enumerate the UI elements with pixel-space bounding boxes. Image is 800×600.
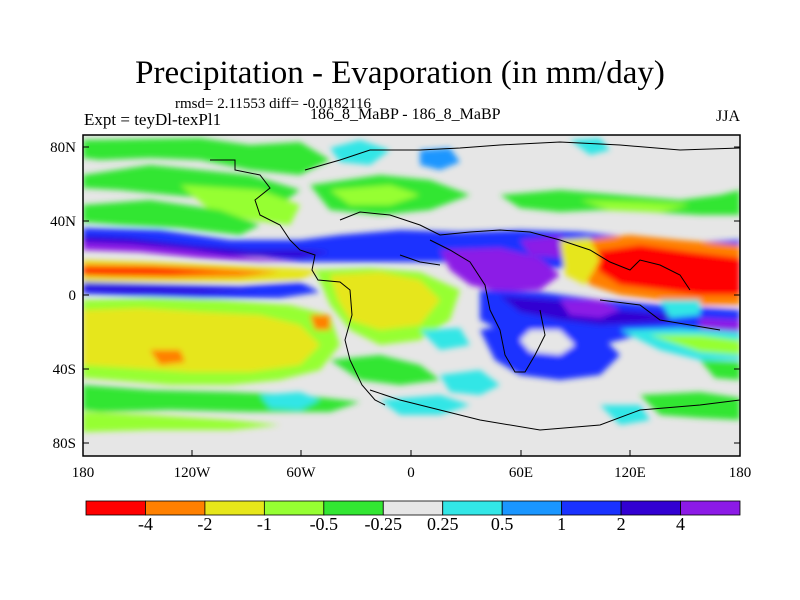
colorbar-label: -0.25 xyxy=(364,514,403,534)
lat-label: 80N xyxy=(50,140,76,156)
colorbar-label: -2 xyxy=(197,514,213,534)
colorbar-swatch xyxy=(680,500,741,516)
filled-contours xyxy=(83,135,740,456)
lon-label: 120W xyxy=(174,465,212,481)
colorbar-label: -4 xyxy=(137,514,153,534)
colorbar-label: -0.5 xyxy=(309,514,339,534)
lat-label: 0 xyxy=(69,288,77,304)
colorbar-swatch xyxy=(263,500,325,516)
colorbar-swatch xyxy=(382,500,444,516)
lat-label: 80S xyxy=(53,436,76,452)
colorbar-swatch xyxy=(145,500,206,516)
colorbar-swatch xyxy=(323,500,384,516)
colorbar-label: 4 xyxy=(676,514,686,534)
colorbar-swatch xyxy=(442,500,503,516)
experiment-label: Expt = teyDl-texPl1 xyxy=(84,110,222,129)
colorbar-label: 0.5 xyxy=(490,514,514,534)
colorbar-label: 2 xyxy=(616,514,626,534)
colorbar-label: -1 xyxy=(256,514,272,534)
lat-label: 40S xyxy=(53,362,76,378)
contour-arctic-green xyxy=(83,138,330,175)
lon-labels: 180 120W 60W 0 60E 120E 180 xyxy=(72,465,752,481)
lon-label: 60W xyxy=(286,465,316,481)
lat-label: 40N xyxy=(50,214,76,230)
lon-label: 120E xyxy=(614,465,646,481)
colorbar-swatch xyxy=(85,500,146,516)
colorbar-label: 0.25 xyxy=(426,514,459,534)
colorbar-swatch xyxy=(620,500,681,516)
lon-ticks xyxy=(191,450,631,456)
colorbar xyxy=(85,500,741,516)
lat-labels: 80N 40N 0 40S 80S xyxy=(50,140,76,452)
stats-line: rmsd= 2.11553 diff= -0.0182116 xyxy=(175,96,371,112)
lon-label: 60E xyxy=(509,465,533,481)
lon-label: 180 xyxy=(729,465,752,481)
lon-label: 0 xyxy=(407,465,415,481)
lat-ticks xyxy=(83,146,740,444)
colorbar-swatch xyxy=(501,500,563,516)
colorbar-swatch xyxy=(561,500,622,516)
colorbar-label: 1 xyxy=(557,514,567,534)
chart-title: Precipitation - Evaporation (in mm/day) xyxy=(135,55,665,91)
coastlines xyxy=(210,141,740,431)
season-label: JJA xyxy=(715,108,740,125)
lon-label: 180 xyxy=(72,465,95,481)
cases-label: 186_8_MaBP - 186_8_MaBP xyxy=(310,106,501,123)
colorbar-swatch xyxy=(204,500,265,516)
